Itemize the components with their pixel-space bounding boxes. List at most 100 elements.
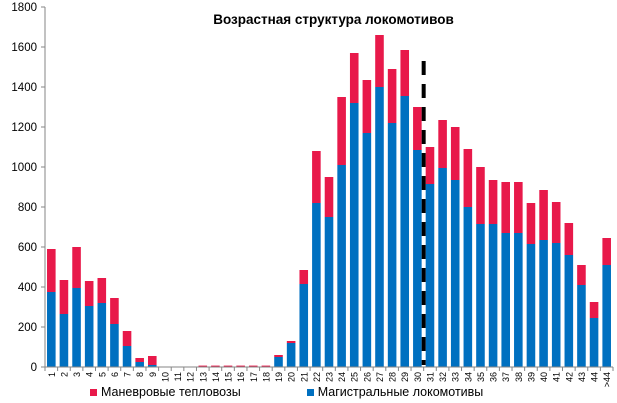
bar-shunting [476,167,485,224]
bar-shunting [135,358,144,362]
x-tick-label: 11 [173,372,183,381]
x-tick-label: 6 [110,372,120,377]
bar-mainline [147,365,157,367]
bar-mainline [413,150,422,367]
bar-shunting [362,80,372,133]
bar-shunting [59,280,69,314]
bar-shunting [438,120,447,168]
bar-shunting [387,69,397,123]
bars-group [47,35,611,367]
y-tick-label: 1600 [11,42,37,54]
x-tick-label: 26 [362,372,372,382]
bar-mainline [110,324,119,367]
x-tick-label: 24 [337,372,347,382]
bar-shunting [551,202,561,243]
bar-shunting [47,249,56,292]
bar-mainline [476,224,485,367]
legend: Маневровые тепловозы Магистральные локом… [90,385,483,399]
x-tick-label: 23 [325,372,335,382]
bar-shunting [223,365,233,367]
y-axis: 0 200 400 600 800 1000 1200 1400 1600 1800 [11,2,46,374]
x-tick-label: 32 [438,372,448,382]
x-tick-label: 5 [97,372,107,377]
x-tick-label: 1 [47,372,57,377]
bar-mainline [312,203,321,367]
y-tick-label: 0 [31,362,37,374]
x-tick-label: 14 [211,372,221,382]
bar-mainline [299,284,309,367]
y-tick-label: 1000 [11,162,37,174]
x-tick-label: 31 [425,372,435,382]
bar-shunting [236,365,245,367]
bar-shunting [539,190,548,240]
bar-shunting [514,182,523,233]
x-tick-label: 2 [59,372,69,377]
x-tick-label: 9 [148,372,158,377]
x-tick-label: 44 [590,372,600,382]
x-tick-label: 20 [287,372,297,382]
bar-shunting [110,298,119,324]
bar-mainline [551,243,561,367]
bar-shunting [413,107,422,150]
x-tick-label: 16 [236,372,246,382]
legend-item-mainline: Магистральные локомотивы [306,385,484,399]
x-tick-label: 35 [476,372,486,382]
bar-mainline [425,184,435,367]
bar-shunting [286,341,296,343]
chart-title: Возрастная структура локомотивов [213,12,454,27]
x-tick-label: 37 [501,372,511,382]
x-tick-label: 21 [299,372,309,382]
bar-mainline [577,285,586,367]
bar-shunting [400,50,410,96]
x-tick-label: 7 [123,372,133,377]
bar-mainline [97,303,107,367]
bar-mainline [135,362,144,367]
x-tick-label: 12 [186,372,196,382]
bar-mainline [375,87,384,367]
x-tick-label: 27 [375,372,385,382]
x-tick-label: 38 [514,372,524,382]
bar-shunting [425,147,435,184]
bar-shunting [589,302,599,318]
x-tick-label: 43 [577,372,587,382]
bar-shunting [488,180,498,224]
bar-shunting [84,281,94,306]
bar-shunting [526,203,536,244]
bar-shunting [312,151,321,203]
bar-shunting [299,270,309,284]
bar-shunting [261,365,271,367]
bar-mainline [387,123,397,367]
legend-label-mainline: Магистральные локомотивы [317,385,484,399]
x-axis: 1 2 3 4 5 6 7 8 9 10 11 12 13 14 15 16 17 18 19 20 21 22 23 24 2… [44,366,614,387]
legend-item-shunting: Маневровые тепловозы [90,385,241,399]
bar-shunting [577,265,586,285]
y-tick-label: 1200 [11,122,37,134]
x-tick-label: 40 [539,372,549,382]
bar-mainline [564,255,574,367]
y-tick-label: 800 [18,202,37,214]
bar-mainline [526,244,536,367]
x-tick-label: 36 [489,372,499,382]
bar-shunting [211,365,220,367]
x-tick-label: 10 [160,372,170,382]
x-tick-label: 25 [350,372,360,382]
x-tick-label: >44 [602,372,612,387]
bar-shunting [337,97,346,165]
bar-mainline [514,233,523,367]
bar-mainline [463,207,473,367]
bar-mainline [84,306,94,367]
bar-mainline [337,165,346,367]
x-tick-label: 39 [526,372,536,382]
x-tick-label: 13 [198,372,208,382]
bar-mainline [400,96,410,367]
bar-shunting [147,356,157,365]
bar-shunting [463,149,473,207]
x-tick-label: 17 [249,372,259,382]
y-tick-label: 400 [18,282,37,294]
x-tick-label: 30 [413,372,423,382]
x-tick-label: 4 [85,372,95,377]
bar-mainline [488,224,498,367]
bar-mainline [589,318,599,367]
x-tick-label: 15 [224,372,234,382]
